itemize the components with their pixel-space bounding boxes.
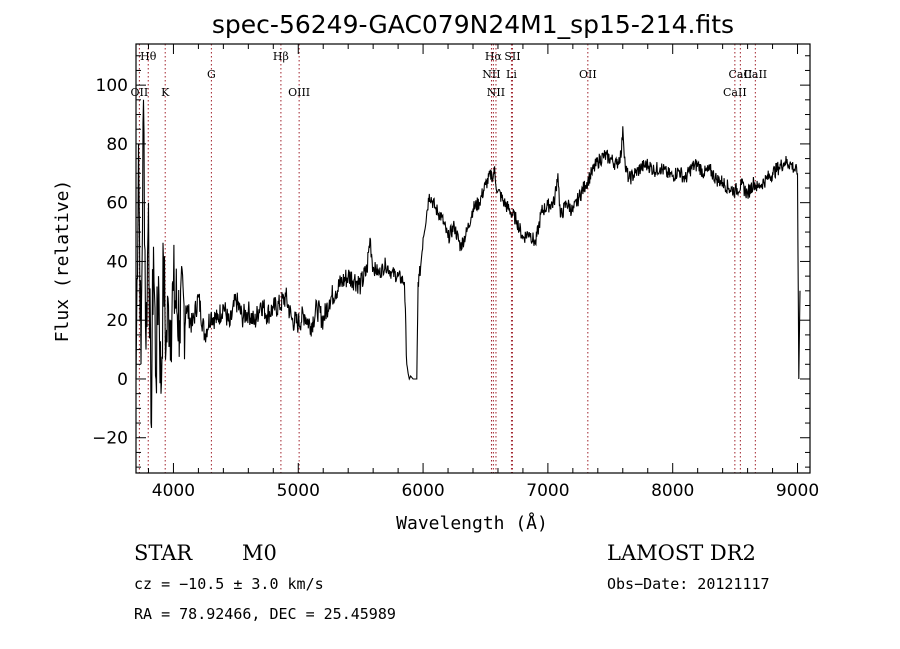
survey-name: LAMOST DR2 [607,541,756,565]
spectrum-series-line [135,99,801,428]
line-marker-label: Hβ [273,50,289,63]
line-marker-label: CaII [723,86,747,99]
line-marker-label: OIII [288,86,310,99]
y-axis-label: Flux (relative) [52,180,73,343]
y-tick-label: 60 [106,194,128,214]
line-marker-label: CaII [729,68,753,81]
y-tick-labels: −20 0 20 40 60 80 100 [92,76,128,449]
x-tick-label: 8000 [651,481,694,501]
line-marker-label: OII [579,68,597,81]
line-marker-label: Hθ [140,50,157,63]
y-tick-label: 80 [106,135,128,155]
plot-frame [135,43,811,474]
object-class: STAR [134,541,193,565]
chart-title: spec-56249-GAC079N24M1_sp15-214.fits [212,10,734,39]
y-tick-label: 20 [106,311,128,331]
x-tick-label: 9000 [776,481,819,501]
ra-dec: RA = 78.92466, DEC = 25.45989 [134,605,396,623]
x-tick-label: 4000 [152,481,195,501]
line-marker-label: NII [482,68,500,81]
x-tick-label: 5000 [277,481,320,501]
y-tick-label: 40 [106,252,128,272]
line-marker-label: OII [131,86,149,99]
axis-ticks [136,44,810,473]
x-tick-label: 6000 [401,481,444,501]
line-marker-label: G [207,68,216,81]
line-marker-label: CaII [743,68,767,81]
x-axis-label: Wavelength (Å) [396,512,548,534]
x-tick-label: 7000 [526,481,569,501]
line-marker-label: SII [504,50,520,63]
line-marker-label: K [161,86,170,99]
y-tick-label: 100 [96,76,128,96]
redshift-cz: cz = −10.5 ± 3.0 km/s [134,575,324,593]
x-tick-labels: 4000 5000 6000 7000 8000 9000 [152,481,819,501]
line-marker-label: Li [506,68,517,81]
object-subclass: M0 [242,541,277,565]
y-tick-label: −20 [92,429,128,449]
observation-date: Obs−Date: 20121117 [607,575,770,593]
line-marker-label: NII [487,86,505,99]
y-tick-label: 0 [117,370,128,390]
line-marker-label: Hα [485,50,503,63]
